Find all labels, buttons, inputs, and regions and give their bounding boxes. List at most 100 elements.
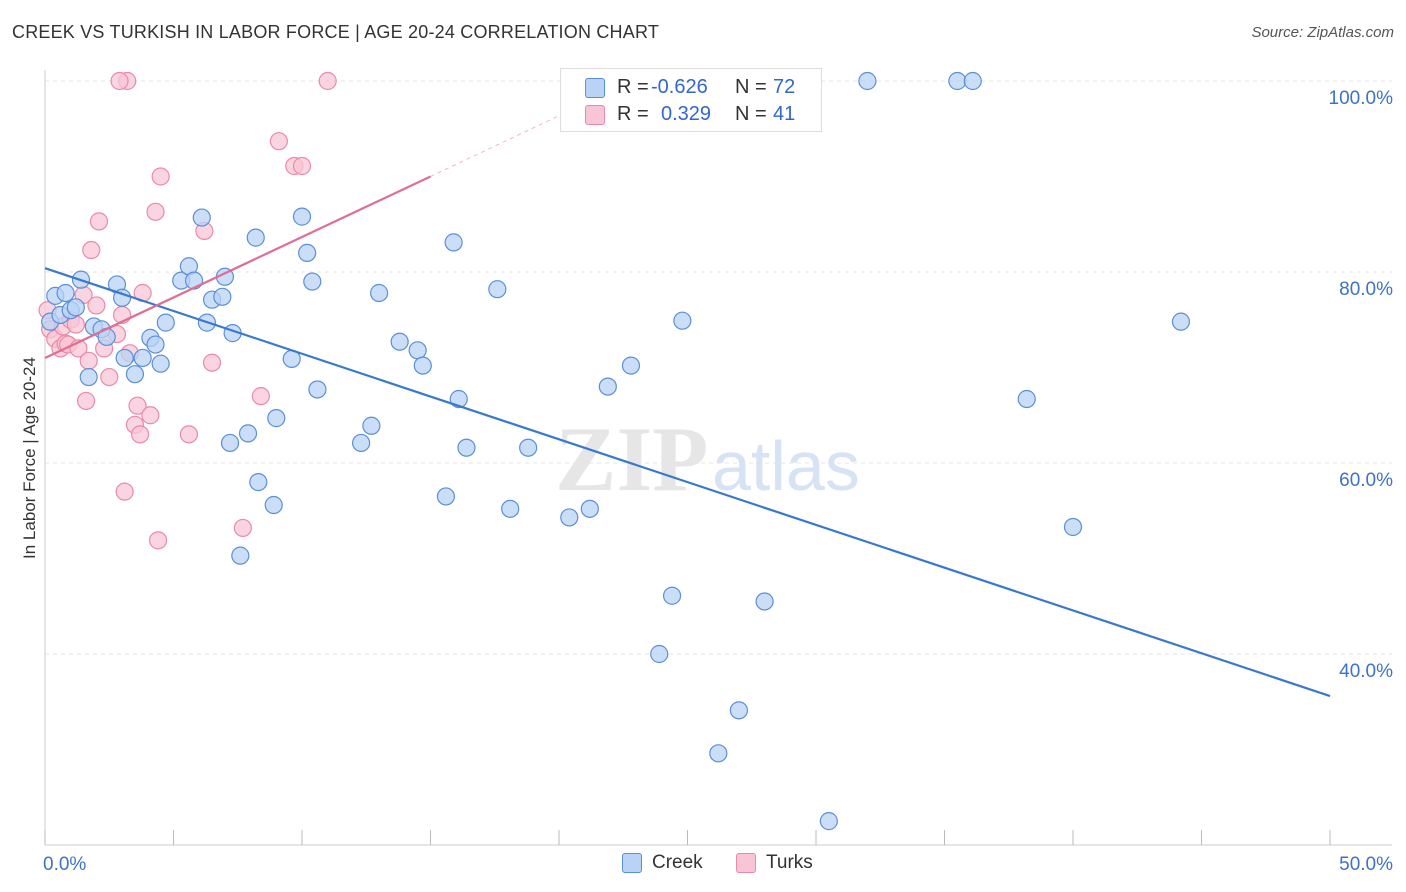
data-point-creek [488, 280, 507, 299]
legend-n-label: N = [735, 103, 767, 125]
data-point-turks [100, 367, 119, 387]
data-point-creek [457, 438, 476, 457]
y-tick-label: 100.0% [1329, 88, 1394, 109]
data-point-creek [115, 348, 134, 368]
data-point-turks [115, 482, 134, 501]
data-point-creek [264, 495, 283, 515]
data-point-creek [449, 389, 468, 409]
data-point-creek [948, 71, 967, 91]
data-point-creek [66, 298, 85, 317]
trend-extension-turks [430, 109, 573, 177]
data-point-creek [819, 812, 838, 831]
data-point-creek [370, 283, 389, 303]
data-point-creek [501, 499, 520, 518]
legend-swatch-creek [585, 78, 605, 98]
watermark-zip: ZIP [555, 408, 708, 510]
legend-row-turks: R = 0.329 N = 41 [561, 102, 821, 128]
data-point-creek [231, 546, 250, 565]
data-point-creek [413, 356, 432, 375]
data-point-creek [729, 701, 749, 720]
data-point-turks [179, 425, 199, 444]
data-point-creek [1171, 312, 1191, 331]
data-point-creek [963, 71, 982, 91]
data-point-turks [89, 212, 109, 231]
data-point-creek [220, 433, 240, 453]
data-point-creek [352, 433, 371, 453]
data-point-creek [621, 356, 641, 375]
data-point-turks [292, 156, 312, 176]
data-point-creek [238, 424, 258, 443]
legend-n-value: 41 [773, 103, 796, 125]
data-point-turks [151, 167, 170, 186]
legend-row-creek: R = -0.626 N = 72 [561, 75, 821, 101]
data-point-creek [156, 313, 175, 332]
x-tick-label: 0.0% [43, 854, 86, 875]
data-point-creek [673, 311, 692, 330]
data-point-creek [303, 272, 322, 291]
y-tick-label: 40.0% [1339, 661, 1393, 682]
data-point-turks [141, 406, 160, 425]
data-point-turks [146, 202, 165, 221]
legend-r-value: -0.626 [651, 76, 708, 98]
data-point-turks [128, 396, 147, 415]
legend-stats: R = -0.626 N = 72 R = 0.329 N = 41 [560, 68, 822, 132]
data-point-creek [133, 348, 152, 368]
data-point-creek [213, 287, 232, 306]
data-point-creek [298, 243, 317, 262]
data-point-turks [77, 391, 96, 411]
data-point-creek [390, 332, 409, 351]
data-point-turks [148, 531, 168, 550]
data-point-turks [130, 425, 150, 444]
data-point-creek [436, 487, 456, 506]
data-point-turks [82, 240, 101, 260]
data-point-creek [560, 508, 579, 527]
data-point-turks [110, 71, 129, 91]
data-point-turks [202, 353, 222, 372]
watermark-atlas: atlas [712, 427, 860, 505]
data-point-creek [408, 341, 427, 360]
data-point-creek [267, 409, 286, 428]
data-point-turks [318, 71, 337, 91]
legend-r-label: R = [617, 76, 649, 98]
data-point-creek [56, 283, 75, 303]
legend-swatch-turks [736, 853, 756, 873]
data-point-creek [79, 367, 98, 387]
data-point-creek [146, 335, 165, 354]
data-point-creek [519, 438, 538, 457]
data-point-creek [755, 592, 774, 611]
data-point-creek [362, 416, 381, 435]
legend-n-value: 72 [773, 76, 796, 98]
data-point-creek [709, 744, 728, 763]
gridlines [45, 80, 1392, 655]
trend-lines [44, 109, 1331, 698]
data-point-creek [444, 233, 463, 252]
data-point-creek [598, 377, 617, 396]
axes [44, 70, 1392, 846]
data-point-turks [269, 132, 288, 151]
legend-n-label: N = [735, 76, 767, 98]
y-tick-label: 60.0% [1339, 470, 1393, 491]
data-point-creek [246, 228, 265, 247]
data-point-turks [87, 296, 106, 315]
legend-label-turks: Turks [766, 852, 813, 873]
data-point-creek [151, 354, 170, 373]
data-point-creek [1017, 389, 1036, 409]
data-point-creek [1063, 517, 1083, 537]
tick-labels: 100.0% 80.0% 60.0% 40.0% 0.0% 50.0% [43, 88, 1393, 875]
legend-swatch-creek [622, 853, 642, 873]
data-point-creek [192, 208, 211, 227]
data-point-creek [858, 71, 877, 91]
data-point-turks [251, 387, 270, 406]
legend-label-creek: Creek [652, 852, 703, 873]
data-point-turks [233, 518, 252, 538]
data-point-creek [580, 499, 599, 518]
legend-swatch-turks [585, 105, 605, 125]
data-point-creek [662, 586, 682, 605]
legend-r-label: R = [617, 103, 649, 125]
data-point-creek [249, 473, 268, 492]
legend-r-value: 0.329 [661, 103, 712, 125]
trend-line-creek [44, 267, 1331, 698]
data-point-turks [79, 351, 98, 370]
trend-line-turks [44, 175, 431, 359]
